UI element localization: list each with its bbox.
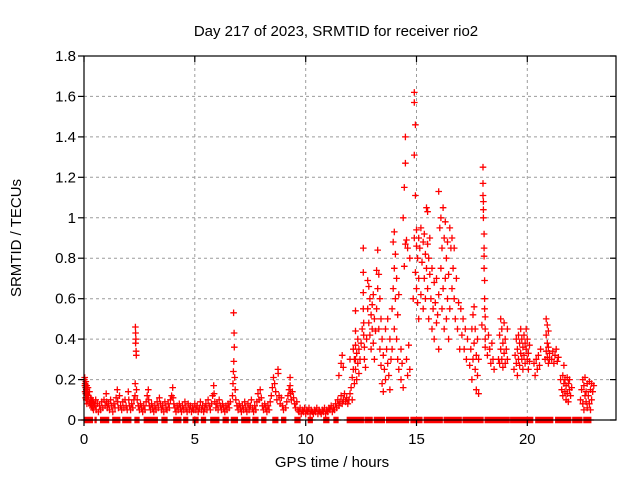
data-markers bbox=[81, 89, 598, 424]
y-tick-label: 0.4 bbox=[55, 331, 76, 348]
y-tick-label: 1.6 bbox=[55, 88, 76, 105]
y-tick-label: 1.2 bbox=[55, 169, 76, 186]
chart-title: Day 217 of 2023, SRMTID for receiver rio… bbox=[194, 23, 478, 40]
y-axis-label: SRMTID / TECUs bbox=[8, 179, 25, 297]
y-tick-label: 0.2 bbox=[55, 372, 76, 389]
x-tick-label: 5 bbox=[191, 431, 199, 448]
x-tick-label: 0 bbox=[80, 431, 88, 448]
y-tick-label: 0.6 bbox=[55, 291, 76, 308]
x-tick-label: 15 bbox=[408, 431, 425, 448]
x-axis-label: GPS time / hours bbox=[275, 454, 389, 471]
y-tick-label: 0.8 bbox=[55, 250, 76, 267]
x-tick-labels: 0 5 10 15 20 bbox=[80, 431, 536, 448]
gridlines bbox=[84, 56, 616, 420]
y-tick-label: 1.4 bbox=[55, 129, 76, 146]
y-tick-label: 0 bbox=[68, 412, 76, 429]
border-rect bbox=[83, 55, 617, 421]
scatter-points bbox=[81, 89, 598, 418]
y-tick-label: 1.8 bbox=[55, 48, 76, 65]
plot-border bbox=[83, 55, 617, 421]
axis-ticks bbox=[78, 55, 616, 426]
x-tick-label: 10 bbox=[297, 431, 314, 448]
x-tick-label: 20 bbox=[519, 431, 536, 448]
y-tick-label: 1 bbox=[68, 210, 76, 227]
y-tick-labels: 0 0.2 0.4 0.6 0.8 1 1.2 1.4 1.6 1.8 bbox=[55, 48, 76, 429]
